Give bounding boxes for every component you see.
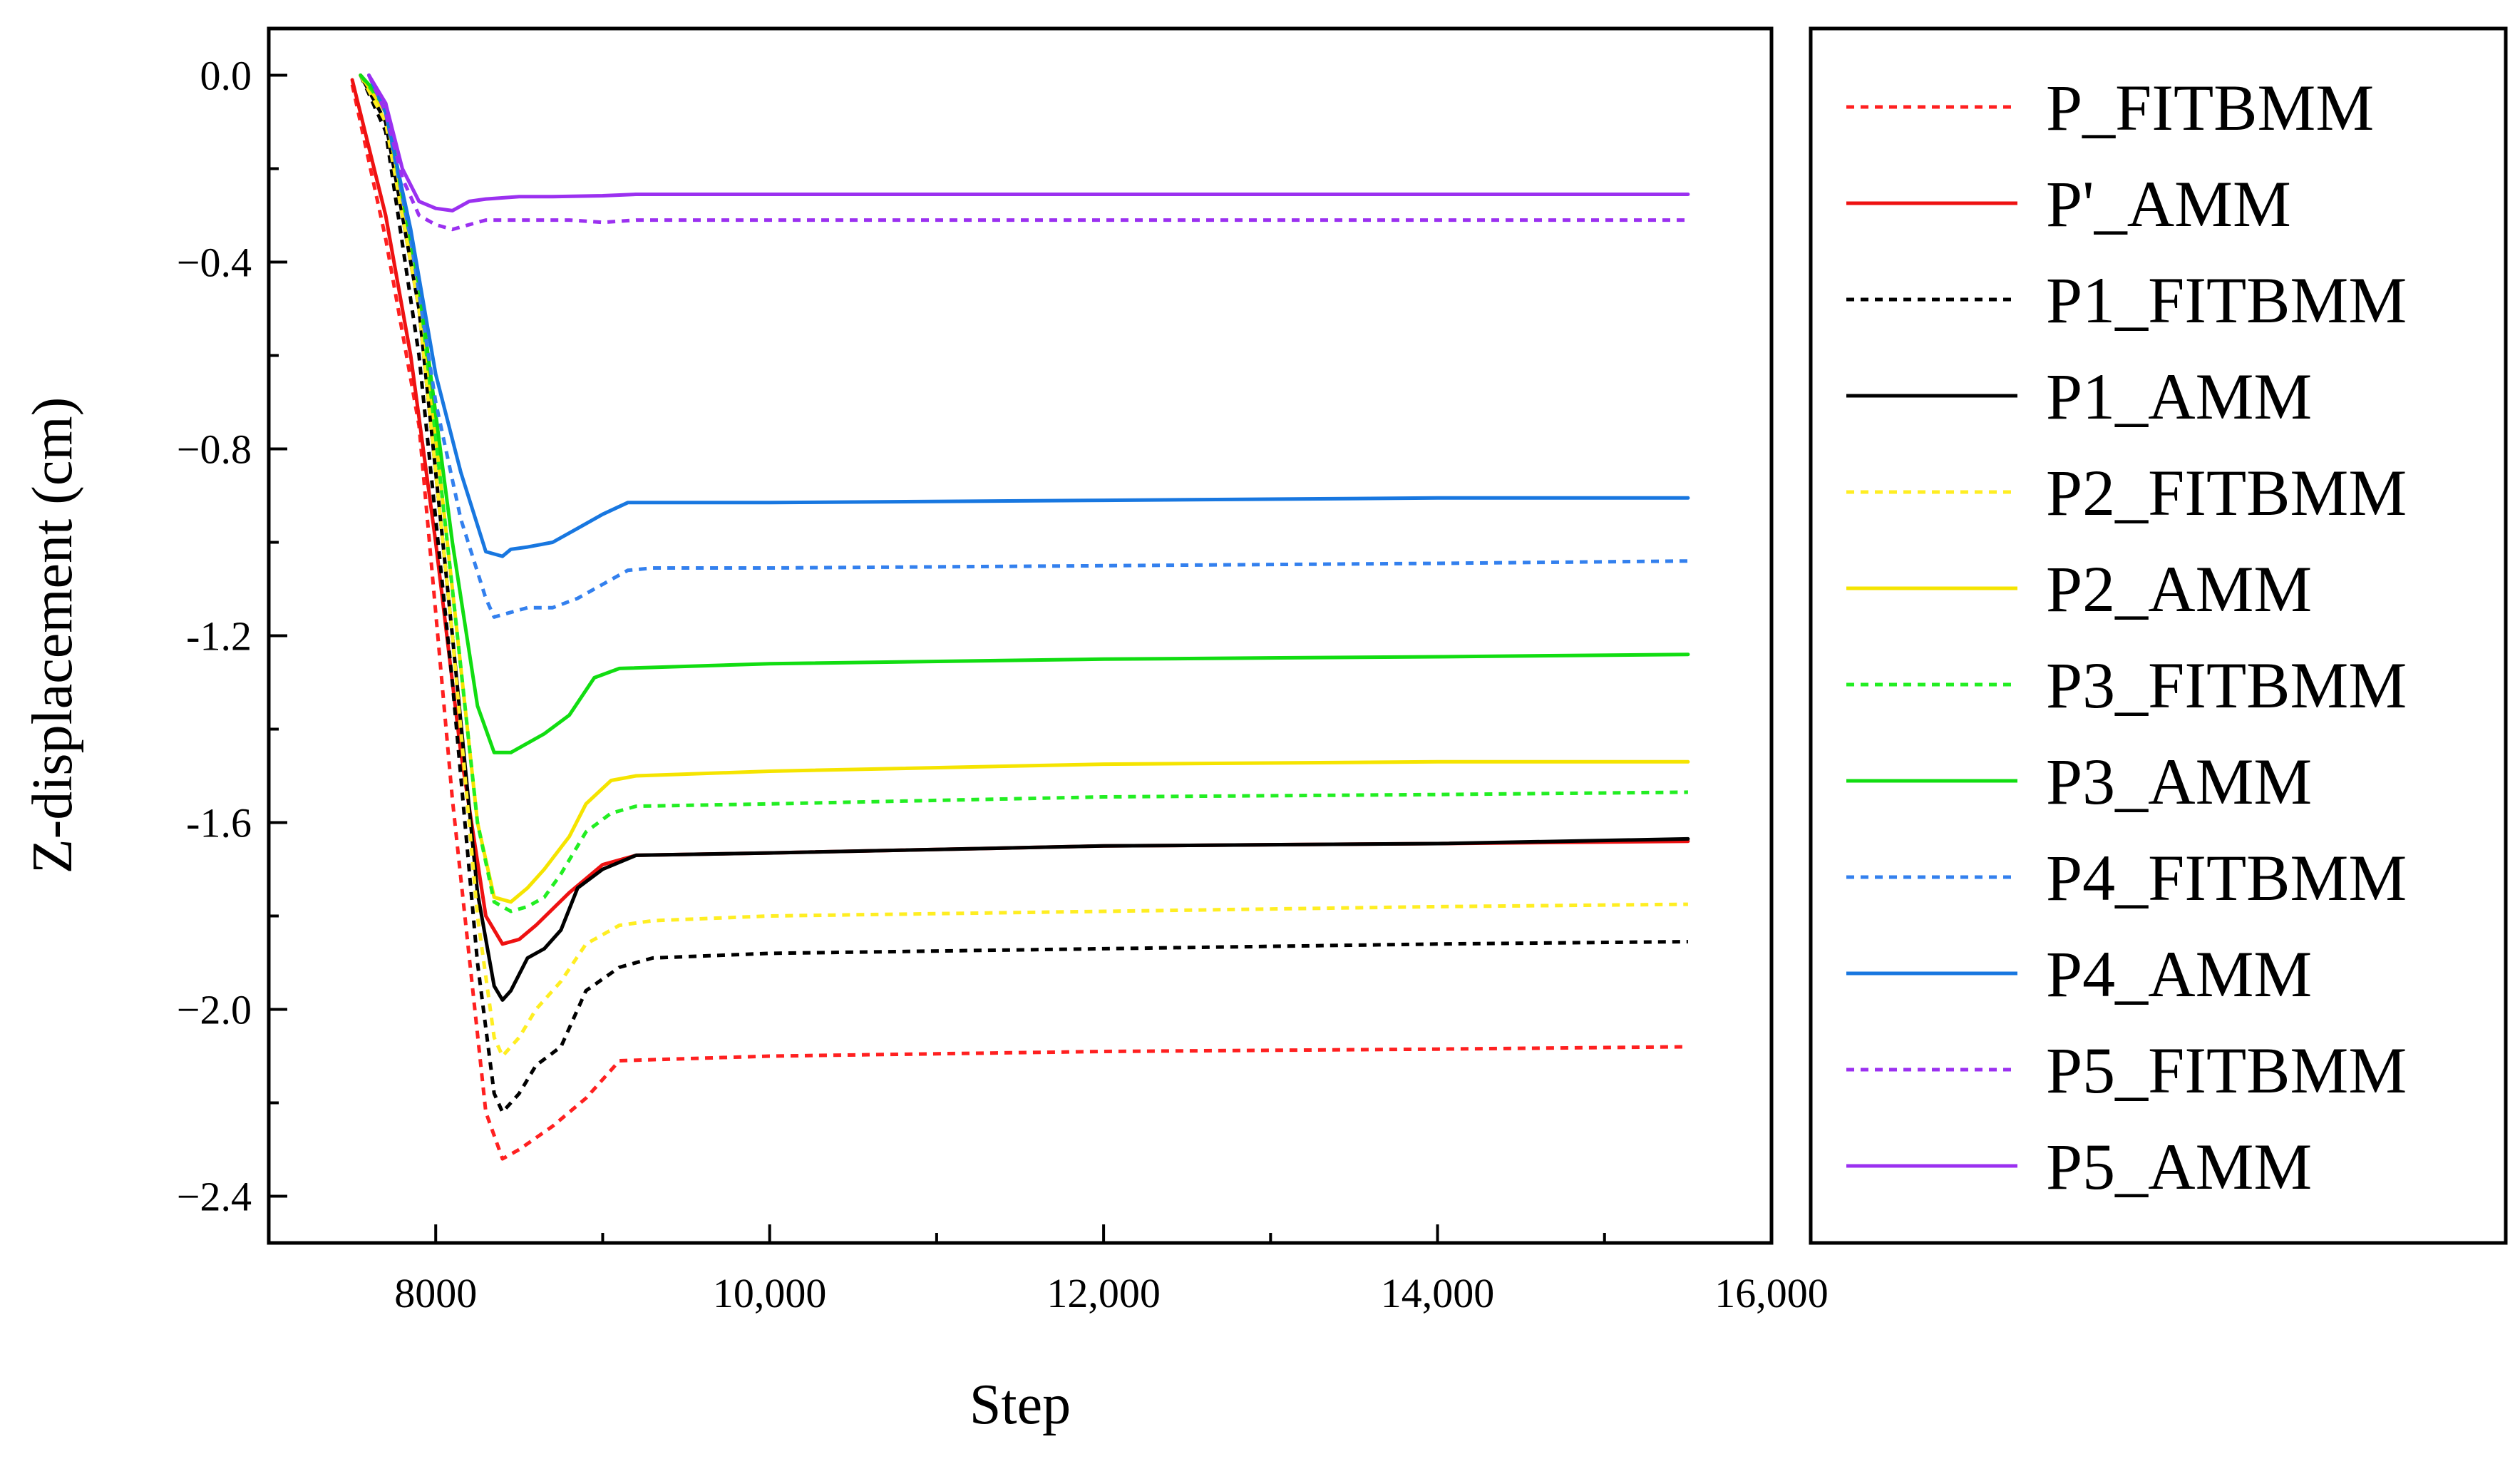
y-tick-label: −0.4	[177, 240, 252, 286]
legend: P_FITBMM P'_AMM P1_FITBMM P1_AMM P2_FITBMM P2…	[1846, 71, 2407, 1203]
series-line-p2-amm	[359, 73, 1690, 904]
y-tick-label: -1.2	[186, 613, 252, 660]
y-tick-label: −2.0	[177, 987, 252, 1033]
series-line-p4-amm	[367, 73, 1690, 558]
legend-label-p1-fitbmm: P1_FITBMM	[2046, 264, 2407, 337]
series-line-p2-fitbmm	[359, 74, 1688, 1058]
y-axis-title: Z-displacement (cm)	[21, 397, 84, 874]
legend-label-p2-fitbmm: P2_FITBMM	[2046, 456, 2407, 529]
legend-label-p1-amm: P1_AMM	[2046, 360, 2312, 433]
y-tick-label: −2.4	[177, 1174, 252, 1220]
legend-label-p5-fitbmm: P5_FITBMM	[2046, 1034, 2407, 1107]
y-tick-label: 0.0	[200, 53, 252, 99]
legend-frame	[1809, 26, 2508, 1245]
x-axis-title: Step	[970, 1373, 1071, 1436]
legend-label-p4-amm: P4_AMM	[2046, 938, 2312, 1010]
series-line-p1-fitbmm	[359, 74, 1688, 1115]
x-tick-label: 12,000	[1046, 1270, 1161, 1316]
series-layer	[350, 73, 1690, 1161]
x-tick-label: 10,000	[713, 1270, 827, 1316]
series-line-p4-fitbmm	[367, 74, 1688, 619]
legend-label-p2-amm: P2_AMM	[2046, 553, 2312, 625]
x-tick-label: 14,000	[1381, 1270, 1495, 1316]
series-line-p3-fitbmm	[359, 73, 1688, 913]
ticks-layer: 8000 10,000 12,000 14,000 16,000 0.0 −0.4 −0.8 -…	[177, 53, 1829, 1317]
y-tick-label: −0.8	[177, 426, 252, 473]
x-tick-label: 16,000	[1714, 1270, 1829, 1316]
series-line-p3-amm	[359, 73, 1690, 754]
y-tick-label: -1.6	[186, 800, 252, 846]
legend-label-p4-fitbmm: P4_FITBMM	[2046, 841, 2407, 914]
legend-label-p-amm: P'_AMM	[2046, 168, 2291, 240]
series-line-p5-fitbmm	[367, 74, 1688, 232]
legend-label-p5-amm: P5_AMM	[2046, 1130, 2312, 1203]
x-tick-label: 8000	[394, 1270, 477, 1316]
legend-label-p3-fitbmm: P3_FITBMM	[2046, 649, 2407, 722]
legend-label-p3-amm: P3_AMM	[2046, 745, 2312, 818]
legend-label-p-fitbmm: P_FITBMM	[2046, 71, 2374, 144]
plot-frame	[267, 26, 1774, 1245]
series-line-p-fitbmm	[350, 84, 1688, 1161]
series-line-p5-amm	[367, 73, 1690, 213]
